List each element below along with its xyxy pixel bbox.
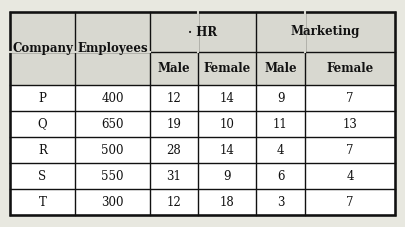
Text: · HR: · HR xyxy=(188,25,217,39)
Bar xyxy=(10,163,75,189)
Text: 550: 550 xyxy=(101,170,124,183)
Bar xyxy=(256,189,305,215)
Text: 4: 4 xyxy=(346,170,354,183)
Bar xyxy=(305,137,395,163)
Text: Company: Company xyxy=(12,42,73,55)
Text: 11: 11 xyxy=(273,118,288,131)
Text: 3: 3 xyxy=(277,195,284,209)
Bar xyxy=(150,189,198,215)
Bar xyxy=(198,85,256,111)
Text: 300: 300 xyxy=(101,195,124,209)
Text: 9: 9 xyxy=(223,170,231,183)
Bar xyxy=(75,137,150,163)
Bar xyxy=(256,52,305,85)
Text: 14: 14 xyxy=(220,91,234,104)
Text: 4: 4 xyxy=(277,143,284,156)
Bar xyxy=(256,137,305,163)
Text: 12: 12 xyxy=(166,195,181,209)
Text: 7: 7 xyxy=(346,91,354,104)
Bar xyxy=(198,137,256,163)
Bar xyxy=(75,12,150,85)
Bar xyxy=(198,52,256,85)
Bar xyxy=(256,111,305,137)
Text: Male: Male xyxy=(158,62,190,75)
Bar xyxy=(256,85,305,111)
Bar xyxy=(10,12,75,85)
Bar xyxy=(150,137,198,163)
Bar xyxy=(305,85,395,111)
Text: S: S xyxy=(38,170,47,183)
Text: 500: 500 xyxy=(101,143,124,156)
Bar xyxy=(198,163,256,189)
Text: Female: Female xyxy=(326,62,374,75)
Text: 7: 7 xyxy=(346,195,354,209)
Text: 18: 18 xyxy=(220,195,234,209)
Text: 28: 28 xyxy=(166,143,181,156)
Bar xyxy=(10,85,75,111)
Bar xyxy=(10,137,75,163)
Bar xyxy=(75,163,150,189)
Text: 13: 13 xyxy=(343,118,358,131)
Bar xyxy=(198,111,256,137)
Text: P: P xyxy=(38,91,47,104)
Text: R: R xyxy=(38,143,47,156)
Bar xyxy=(150,111,198,137)
Text: 10: 10 xyxy=(220,118,234,131)
Text: 6: 6 xyxy=(277,170,284,183)
Bar xyxy=(150,52,198,85)
Bar xyxy=(305,163,395,189)
Bar xyxy=(305,189,395,215)
Bar xyxy=(305,52,395,85)
Bar xyxy=(10,189,75,215)
Bar xyxy=(198,189,256,215)
Text: Male: Male xyxy=(264,62,297,75)
Bar xyxy=(75,189,150,215)
Bar xyxy=(256,12,395,52)
Text: Marketing: Marketing xyxy=(291,25,360,39)
Text: 19: 19 xyxy=(166,118,181,131)
Bar xyxy=(75,111,150,137)
Text: T: T xyxy=(38,195,47,209)
Bar xyxy=(256,163,305,189)
Text: 9: 9 xyxy=(277,91,284,104)
Text: 400: 400 xyxy=(101,91,124,104)
Text: 650: 650 xyxy=(101,118,124,131)
Bar xyxy=(10,111,75,137)
Text: Employees: Employees xyxy=(77,42,148,55)
Text: Female: Female xyxy=(203,62,251,75)
Bar xyxy=(150,12,256,52)
Bar xyxy=(75,85,150,111)
Text: 12: 12 xyxy=(166,91,181,104)
Bar xyxy=(150,163,198,189)
Bar xyxy=(150,85,198,111)
Text: 31: 31 xyxy=(166,170,181,183)
Bar xyxy=(305,111,395,137)
Text: 14: 14 xyxy=(220,143,234,156)
Text: Q: Q xyxy=(38,118,47,131)
Text: 7: 7 xyxy=(346,143,354,156)
Bar xyxy=(10,12,395,215)
